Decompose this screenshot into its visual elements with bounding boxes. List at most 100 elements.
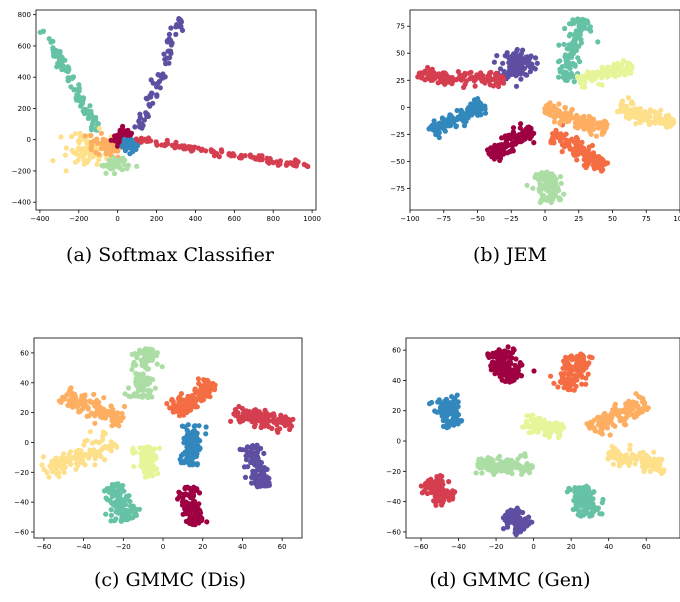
- scatter-point: [553, 193, 559, 199]
- scatter-point: [492, 364, 498, 371]
- scatter-point: [303, 163, 310, 169]
- scatter-point: [188, 492, 194, 498]
- scatter-point: [262, 415, 269, 421]
- scatter-point: [428, 483, 435, 489]
- scatter-point: [510, 125, 517, 131]
- y-tick-label: −400: [12, 199, 31, 207]
- scatter-point: [103, 170, 109, 176]
- scatter-point: [507, 468, 513, 474]
- scatter-point: [572, 506, 578, 512]
- scatter-point: [585, 147, 591, 153]
- scatter-point: [567, 371, 573, 377]
- scatter-point: [478, 112, 484, 118]
- scatter-point: [141, 466, 147, 472]
- scatter-point: [51, 53, 57, 59]
- scatter-point: [199, 517, 205, 524]
- scatter-point: [575, 55, 581, 61]
- scatter-point: [79, 97, 85, 103]
- scatter-point: [428, 126, 434, 132]
- scatter-point: [262, 407, 268, 413]
- scatter-point: [133, 136, 139, 142]
- scatter-point: [439, 493, 445, 499]
- scatter-point: [266, 475, 272, 481]
- scatter-point: [479, 470, 485, 476]
- scatter-point: [124, 166, 130, 172]
- scatter-point: [179, 423, 185, 429]
- scatter-point: [118, 132, 124, 138]
- scatter-point: [649, 457, 655, 463]
- scatter-point: [129, 351, 135, 357]
- scatter-point: [156, 445, 162, 451]
- scatter-point: [113, 516, 119, 522]
- scatter-point: [497, 157, 503, 163]
- scatter-point: [651, 108, 657, 115]
- scatter-point: [257, 157, 263, 163]
- scatter-point: [543, 179, 549, 185]
- scatter-point: [202, 379, 208, 385]
- scatter-point: [82, 133, 88, 139]
- scatter-point: [574, 157, 580, 163]
- scatter-point: [582, 117, 588, 123]
- scatter-point: [644, 118, 651, 124]
- scatter-point: [143, 137, 149, 143]
- scatter-point: [203, 148, 209, 154]
- scatter-point: [538, 176, 544, 182]
- scatter-point: [82, 106, 88, 112]
- scatter-point: [444, 490, 450, 496]
- x-tick-label: 60: [642, 543, 651, 551]
- scatter-point: [113, 492, 120, 499]
- scatter-point: [593, 133, 599, 139]
- scatter-point: [545, 421, 551, 427]
- scatter-point: [577, 503, 583, 509]
- scatter-point: [575, 498, 581, 504]
- scatter-point: [432, 408, 438, 414]
- scatter-point: [137, 379, 143, 385]
- scatter-point: [68, 461, 74, 467]
- scatter-point: [162, 74, 168, 80]
- scatter-point: [624, 411, 630, 417]
- scatter-point: [53, 47, 59, 53]
- scatter-point: [506, 68, 512, 74]
- scatter-point: [44, 469, 50, 476]
- scatter-point: [512, 530, 518, 536]
- scatter-point: [442, 413, 448, 419]
- scatter-point: [612, 401, 618, 407]
- scatter-point: [54, 471, 60, 477]
- scatter-point: [445, 419, 451, 425]
- scatter-point: [143, 110, 149, 116]
- scatter-point: [250, 468, 256, 474]
- scatter-point: [518, 453, 524, 459]
- scatter-point: [543, 172, 550, 178]
- x-tick-label: −100: [400, 215, 419, 223]
- scatter-point: [119, 410, 125, 417]
- scatter-point: [559, 421, 565, 427]
- scatter-point: [642, 402, 648, 408]
- scatter-point: [579, 84, 585, 90]
- scatter-point: [112, 133, 118, 139]
- scatter-point: [485, 147, 491, 153]
- scatter-point: [501, 358, 507, 364]
- scatter-point: [558, 131, 564, 137]
- scatter-point: [127, 498, 133, 505]
- scatter-point: [50, 158, 56, 164]
- scatter-point: [561, 191, 567, 197]
- scatter-point: [513, 356, 519, 362]
- scatter-point: [78, 103, 84, 109]
- scatter-point: [528, 53, 534, 59]
- scatter-point: [560, 365, 566, 371]
- scatter-point: [108, 159, 114, 165]
- scatter-point: [538, 197, 544, 203]
- scatter-point: [72, 159, 79, 165]
- scatter-point: [578, 513, 584, 519]
- scatter-point: [611, 451, 617, 457]
- scatter-point: [485, 74, 491, 80]
- scatter-point: [84, 437, 90, 443]
- scatter-point: [500, 526, 507, 532]
- scatter-point: [86, 110, 92, 116]
- x-tick-label: 20: [567, 543, 576, 551]
- scatter-point: [96, 399, 102, 405]
- scatter-point: [108, 164, 114, 170]
- scatter-point: [579, 373, 585, 379]
- scatter-point: [230, 151, 236, 157]
- scatter-point: [88, 145, 94, 151]
